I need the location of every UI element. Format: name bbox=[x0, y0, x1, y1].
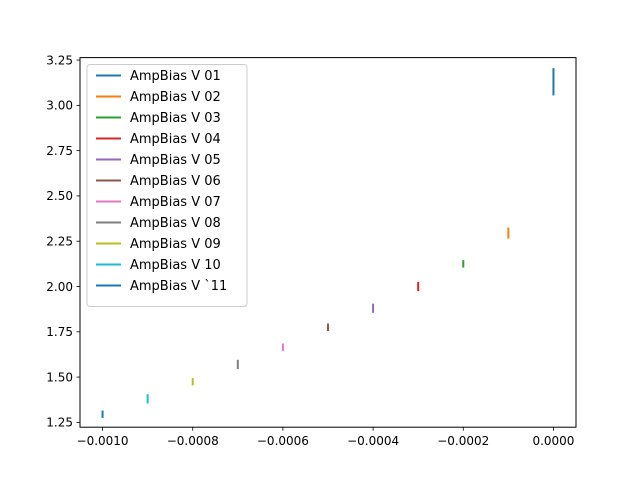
y-tick-label: 2.25 bbox=[46, 235, 73, 249]
y-tick-label: 3.25 bbox=[46, 53, 73, 67]
legend-label: AmpBias V 01 bbox=[130, 69, 221, 84]
y-tick-label: 1.25 bbox=[46, 416, 73, 430]
y-tick-label: 1.50 bbox=[46, 370, 73, 384]
legend-label: AmpBias V 02 bbox=[130, 90, 221, 105]
plot-frame bbox=[79, 57, 577, 428]
legend-label: AmpBias V 05 bbox=[130, 153, 221, 168]
legend-label: AmpBias V 04 bbox=[130, 132, 221, 147]
legend-label: AmpBias V 07 bbox=[130, 195, 221, 210]
legend: AmpBias V 01 AmpBias V 02 AmpBias V 03 AmpB… bbox=[86, 64, 248, 307]
x-tick-label: −0.0006 bbox=[257, 434, 309, 448]
y-tick-label: 1.75 bbox=[46, 325, 73, 339]
x-tick-label: −0.0010 bbox=[77, 434, 129, 448]
x-tick-label: −0.0008 bbox=[167, 434, 219, 448]
series-layer bbox=[101, 68, 555, 418]
legend-label: AmpBias V 09 bbox=[130, 237, 221, 252]
legend-label: AmpBias V 08 bbox=[130, 216, 221, 231]
legend-label: AmpBias V 06 bbox=[130, 174, 221, 189]
x-tick-label: −0.0002 bbox=[437, 434, 489, 448]
y-tick-label: 2.75 bbox=[46, 144, 73, 158]
y-tick-label: 2.00 bbox=[46, 280, 73, 294]
x-tick-label: −0.0004 bbox=[347, 434, 399, 448]
y-tick-label: 3.00 bbox=[46, 99, 73, 113]
x-tick-label: 0.0000 bbox=[532, 434, 574, 448]
x-axis: −0.0010 −0.0008 −0.0006 −0.0004 −0.0002 0.000… bbox=[77, 427, 574, 448]
legend-label: AmpBias V 03 bbox=[130, 111, 221, 126]
legend-box bbox=[86, 64, 248, 307]
y-axis: 1.25 1.50 1.75 2.00 2.25 2.50 2.75 3.00 3.25 bbox=[46, 53, 80, 430]
legend-label: AmpBias V `11 bbox=[130, 279, 227, 294]
legend-label: AmpBias V 10 bbox=[130, 258, 221, 273]
y-tick-label: 2.50 bbox=[46, 189, 73, 203]
